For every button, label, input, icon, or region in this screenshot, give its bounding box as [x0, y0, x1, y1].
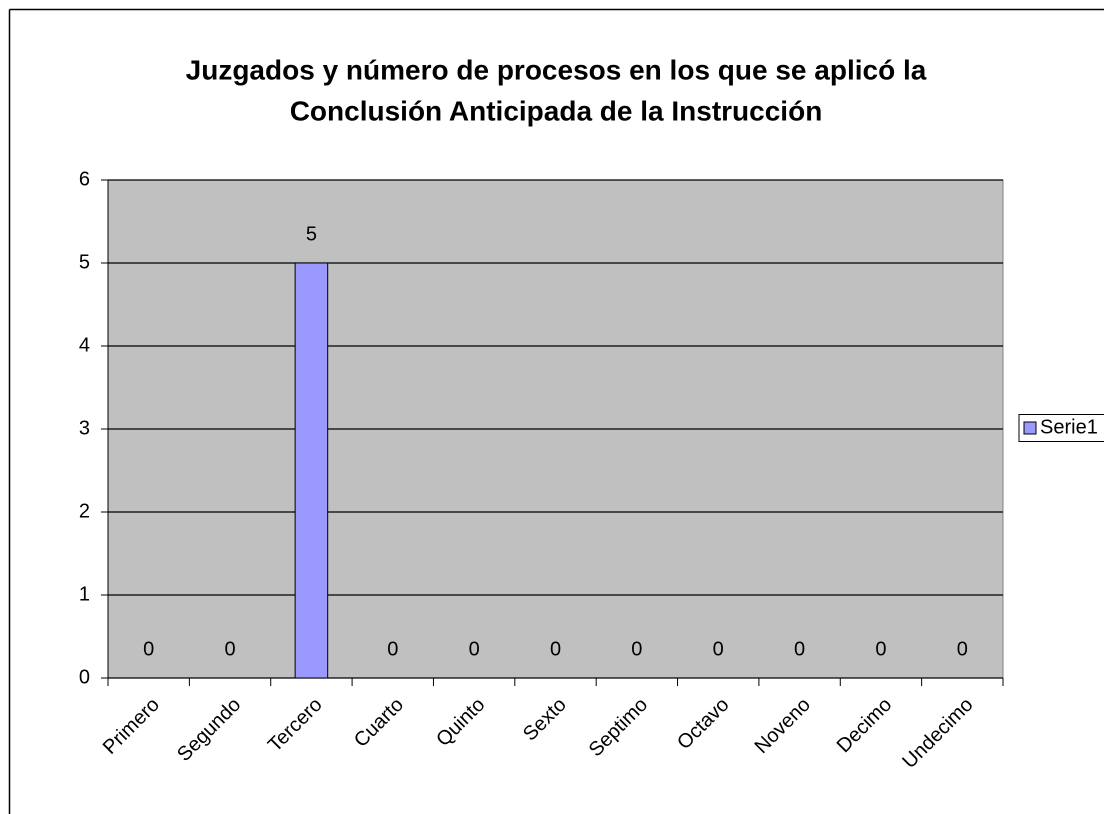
x-tick-label: Primero: [99, 694, 164, 759]
data-label: 0: [631, 638, 642, 660]
x-tick-label: Decimo: [833, 694, 896, 757]
x-tick-label: Cuarto: [350, 694, 408, 752]
y-tick-label: 6: [79, 168, 90, 190]
data-label: 5: [306, 223, 317, 245]
x-tick-label: Segundo: [173, 694, 245, 766]
data-label: 0: [875, 638, 886, 660]
legend-label: Serie1: [1040, 416, 1098, 438]
data-label: 0: [794, 638, 805, 660]
data-label: 0: [469, 638, 480, 660]
y-tick-label: 4: [79, 334, 90, 356]
chart-title: Juzgados y número de procesos en los que…: [186, 54, 927, 85]
data-label: 0: [957, 638, 968, 660]
y-tick-label: 5: [79, 251, 90, 273]
x-tick-label: Tercero: [264, 694, 327, 757]
bar: [294, 262, 329, 679]
data-label: 0: [224, 638, 235, 660]
x-tick-label: Undecimo: [898, 694, 977, 773]
y-tick-label: 2: [79, 500, 90, 522]
data-label: 0: [143, 638, 154, 660]
y-tick-label: 0: [79, 666, 90, 688]
data-label: 0: [387, 638, 398, 660]
chart-title: Conclusión Anticipada de la Instrucción: [290, 95, 823, 126]
data-label: 0: [713, 638, 724, 660]
legend-swatch: [1023, 421, 1037, 435]
x-tick-label: Noveno: [751, 694, 815, 758]
x-tick-label: Sexto: [519, 694, 571, 746]
x-tick-label: Quinto: [432, 694, 489, 751]
x-tick-label: Septimo: [585, 694, 652, 761]
y-tick-label: 1: [79, 583, 90, 605]
data-label: 0: [550, 638, 561, 660]
x-tick-label: Octavo: [673, 694, 733, 754]
y-tick-label: 3: [79, 417, 90, 439]
